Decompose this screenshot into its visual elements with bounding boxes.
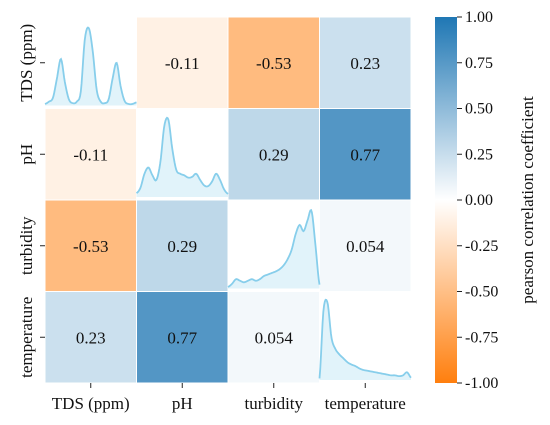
- kde-fill-turbidity: [228, 210, 320, 289]
- kde-fill-ph: [136, 117, 228, 197]
- kde-line-tds-ppm: [44, 26, 137, 106]
- heatmap-cell-0-2: [227, 16, 320, 109]
- y-tick-label-turbidity: turbidity: [17, 216, 36, 275]
- colorbar-tick-label: -0.50: [465, 284, 498, 301]
- colorbar-tick-label: -0.75: [465, 329, 498, 346]
- heatmap-cell-0-3: [319, 16, 412, 109]
- y-tick-label-tds-ppm: TDS (ppm): [17, 24, 36, 102]
- heatmap-cell-0-1: [136, 16, 229, 109]
- kde-fill-temperature: [319, 299, 411, 380]
- cell-value-3-1: 0.77: [167, 328, 197, 347]
- kde-line-ph: [135, 116, 229, 195]
- cell-value-2-3: 0.054: [346, 237, 385, 256]
- cell-value-1-2: 0.29: [259, 145, 289, 164]
- heatmap-cell-1-0: [44, 108, 137, 201]
- heatmap-cell-2-1: [136, 199, 229, 292]
- kde-line-turbidity: [227, 208, 321, 288]
- colorbar-gradient: [435, 17, 457, 383]
- colorbar-tick-label: 0.25: [465, 146, 493, 163]
- cell-value-1-0: -0.11: [73, 145, 108, 164]
- cell-value-0-1: -0.11: [165, 54, 200, 73]
- kde-fill-tds-ppm: [45, 27, 137, 106]
- heatmap-cell-1-3: [319, 108, 412, 201]
- colorbar-tick-label: 0.50: [465, 101, 493, 118]
- colorbar-tick-label: 1.00: [465, 9, 493, 26]
- y-tick-label-ph: pH: [17, 144, 36, 165]
- x-tick-label-ph: pH: [172, 394, 193, 413]
- colorbar: 1.00 0.75 0.50 0.25 0.00 -0.25 -0.50 -0.75 -1.00…: [435, 9, 537, 392]
- y-tick-label-temperature: temperature: [17, 297, 36, 378]
- x-tick-label-tds-ppm: TDS (ppm): [52, 394, 130, 413]
- cell-value-3-0: 0.23: [76, 328, 106, 347]
- colorbar-ticks: 1.00 0.75 0.50 0.25 0.00 -0.25 -0.50 -0.75 -1.00: [457, 9, 498, 392]
- colorbar-tick-label: -0.25: [465, 238, 498, 255]
- colorbar-tick-label: 0.00: [465, 192, 493, 209]
- x-tick-label-turbidity: turbidity: [244, 394, 303, 413]
- kde-line-temperature: [318, 298, 412, 379]
- heatmap-grid: -0.11 -0.53 0.23 -0.11 0.29 0.77 -0.53 0.29 0.05…: [44, 16, 412, 384]
- heatmap-cell-2-3: [319, 199, 412, 292]
- colorbar-title: pearson correlation coefficient: [518, 96, 537, 304]
- x-tick-label-temperature: temperature: [325, 394, 406, 413]
- diagonal-kde-plots: [44, 26, 412, 380]
- colorbar-tick-label: -1.00: [465, 375, 498, 392]
- axes: TDS (ppm) TDS (ppm) pH pH turbidity turbidity…: [17, 24, 406, 413]
- heatmap-cell-1-2: [227, 108, 320, 201]
- cell-value-3-2: 0.054: [255, 328, 294, 347]
- heatmap-cell-3-2: [227, 291, 320, 384]
- colorbar-tick-label: 0.75: [465, 55, 493, 72]
- cell-value-0-2: -0.53: [256, 54, 291, 73]
- cell-value-2-1: 0.29: [167, 237, 197, 256]
- cell-value-2-0: -0.53: [73, 237, 108, 256]
- cell-value-0-3: 0.23: [350, 54, 380, 73]
- cell-value-1-3: 0.77: [350, 145, 380, 164]
- heatmap-cell-3-0: [44, 291, 137, 384]
